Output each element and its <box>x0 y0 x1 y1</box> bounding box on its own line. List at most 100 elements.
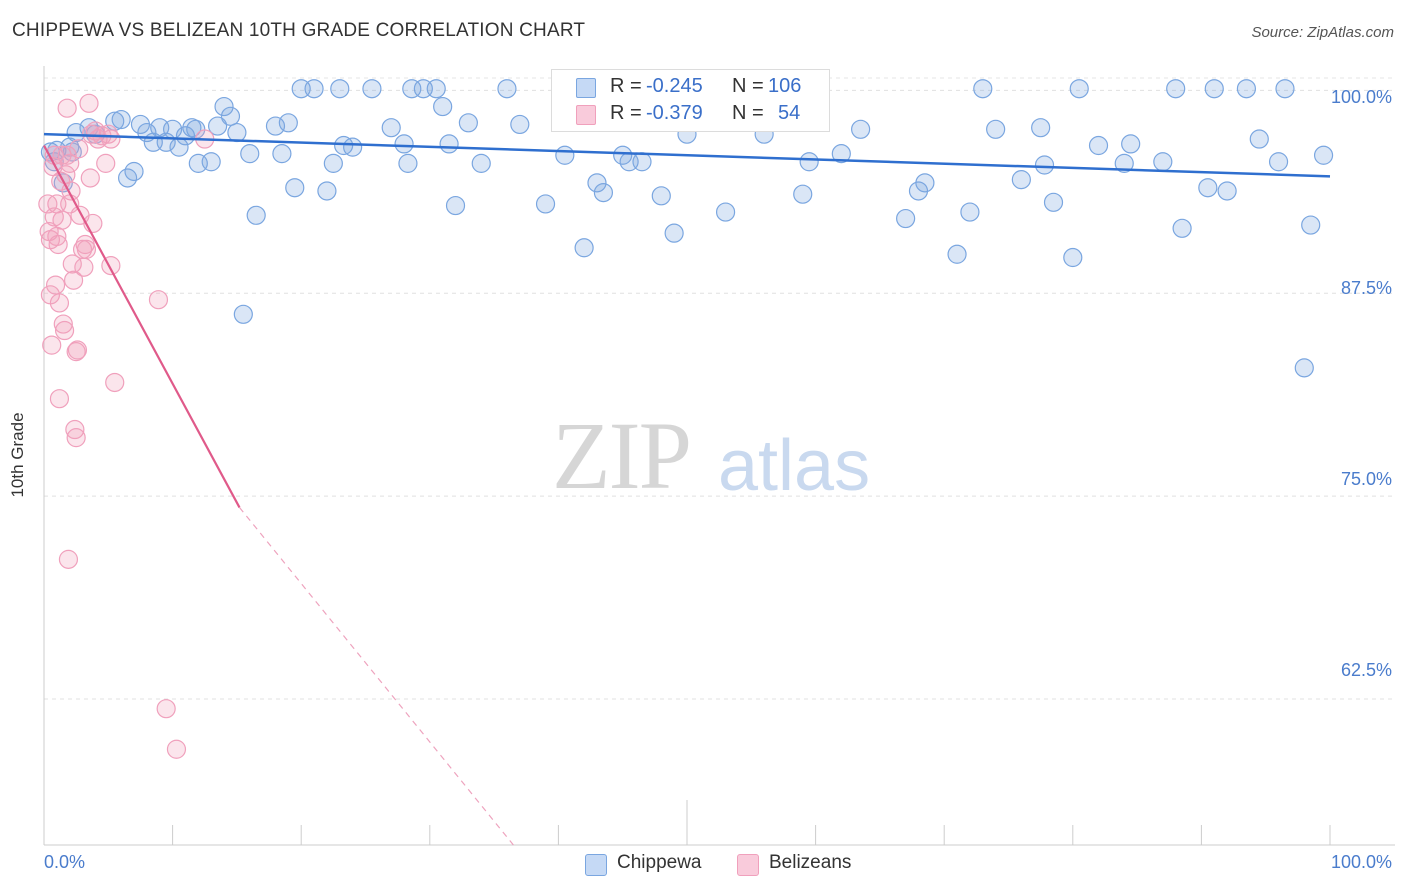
chippewa-point <box>246 205 266 225</box>
chippewa-point <box>1063 247 1083 268</box>
chippewa-point <box>1301 215 1321 235</box>
chippewa-point <box>402 79 422 99</box>
x-tick-label-min: 0.0% <box>44 852 86 872</box>
chippewa-point <box>896 208 916 229</box>
belizeans-point <box>166 739 187 759</box>
chippewa-point <box>1153 152 1173 172</box>
chippewa-point <box>214 96 234 117</box>
watermark-zip: ZIP <box>552 402 692 509</box>
chippewa-point <box>851 119 871 139</box>
legend-r-value: -0.245 <box>646 75 703 97</box>
y-tick-label-62-5: 62.5% <box>1340 660 1392 680</box>
chippewa-point <box>973 79 993 99</box>
chippewa-point <box>535 194 556 214</box>
x-tick-label-max: 100.0% <box>1330 852 1392 872</box>
chippewa-point <box>111 109 131 130</box>
belizeans-legend-label: Belizeans <box>769 852 852 873</box>
chippewa-point <box>1217 181 1237 201</box>
chippewa-point <box>1031 118 1051 138</box>
belizeans-point <box>54 320 75 341</box>
chippewa-point <box>330 79 350 99</box>
belizeans-point <box>58 549 79 569</box>
belizeans-point <box>62 254 82 274</box>
belizeans-point <box>63 270 84 290</box>
chippewa-point <box>240 144 260 164</box>
chippewa-point <box>1121 134 1141 154</box>
legend-n-value: 54 <box>778 102 801 124</box>
chippewa-point <box>471 153 491 173</box>
legend-n-value: 106 <box>768 75 802 97</box>
chippewa-point <box>510 114 530 135</box>
chippewa-point <box>986 119 1006 139</box>
belizeans-point <box>76 239 97 259</box>
belizeans-point <box>48 234 68 255</box>
chippewa-legend-swatch <box>585 854 607 876</box>
legend-r-label: R = <box>610 102 642 124</box>
chippewa-point <box>1294 358 1314 378</box>
chart-title: CHIPPEWA VS BELIZEAN 10TH GRADE CORRELAT… <box>12 20 586 41</box>
belizeans-point <box>45 275 66 295</box>
chippewa-point <box>323 153 343 173</box>
belizeans-point <box>52 145 72 165</box>
legend-n-label: N = <box>732 75 764 97</box>
chippewa-point <box>233 304 253 324</box>
chippewa-point <box>632 152 652 172</box>
chippewa-point <box>458 113 478 133</box>
belizeans-point <box>156 699 176 719</box>
y-tick-label-75: 75.0% <box>1340 469 1392 489</box>
y-tick-label-87-5: 87.5% <box>1340 278 1392 298</box>
chippewa-point <box>1204 79 1224 99</box>
belizeans-point <box>96 153 116 173</box>
belizeans-point <box>60 153 80 173</box>
belizeans-point <box>74 257 94 277</box>
belizeans-point <box>105 372 125 393</box>
chippewa-point <box>227 122 247 143</box>
chippewa-point <box>1249 129 1269 149</box>
chippewa-point <box>398 153 418 173</box>
belizeans-point <box>42 335 62 355</box>
chippewa-point <box>445 195 466 216</box>
belizeans-point <box>80 168 100 188</box>
belizeans-point <box>69 139 89 159</box>
belizeans-point <box>57 98 77 118</box>
chippewa-point <box>426 79 446 99</box>
chippewa-point <box>1166 79 1186 99</box>
chippewa-point <box>362 79 382 99</box>
belizeans-point <box>79 93 99 113</box>
chippewa-trend-line <box>43 132 1331 178</box>
chippewa-point <box>304 79 324 99</box>
chippewa-point <box>664 223 684 243</box>
chippewa-point <box>285 178 305 198</box>
chippewa-point <box>1198 178 1218 198</box>
chippewa-point <box>799 152 819 172</box>
chippewa-point <box>381 118 401 138</box>
chippewa-point <box>497 79 517 99</box>
belizeans-legend-swatch <box>737 854 759 876</box>
chippewa-point <box>1034 155 1055 175</box>
chippewa-point <box>587 173 607 193</box>
belizeans-point <box>65 419 85 440</box>
chippewa-point <box>915 173 935 193</box>
chippewa-point <box>1069 79 1089 99</box>
chippewa-point <box>1011 170 1031 190</box>
chippewa-point <box>1172 218 1192 238</box>
chippewa-point <box>1313 145 1334 165</box>
chippewa-point <box>394 134 414 154</box>
belizeans-point <box>49 293 70 313</box>
chippewa-point <box>593 182 614 203</box>
chippewa-point <box>715 202 736 222</box>
chippewa-point <box>124 161 144 182</box>
belizeans-point <box>53 314 73 334</box>
chippewa-point <box>1268 152 1289 172</box>
chippewa-point <box>343 137 363 157</box>
chippewa-point <box>317 181 337 201</box>
chippewa-point <box>1088 135 1109 156</box>
chippewa-swatch <box>576 78 596 98</box>
chippewa-point <box>201 152 221 172</box>
belizeans-point <box>52 210 72 230</box>
chippewa-point <box>1114 153 1134 173</box>
belizeans-swatch <box>576 105 596 125</box>
chippewa-point <box>960 202 980 222</box>
chippewa-point <box>439 134 459 154</box>
